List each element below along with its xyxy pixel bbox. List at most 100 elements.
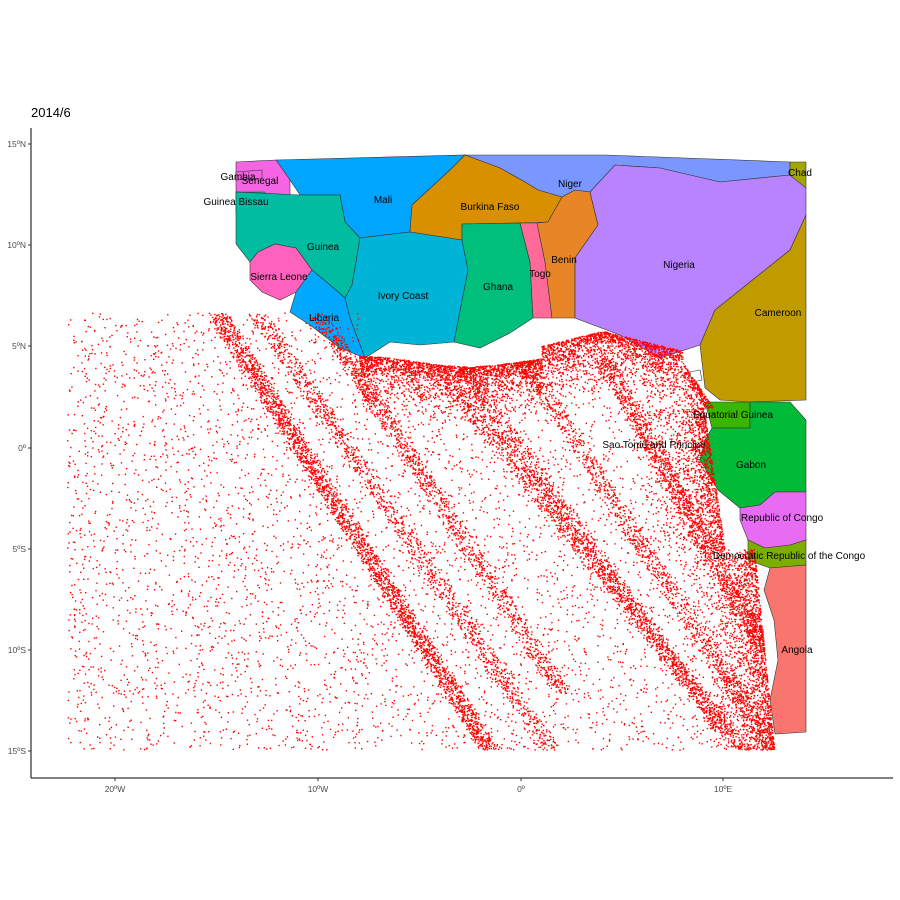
- track-point: [250, 436, 253, 439]
- track-point: [326, 565, 328, 568]
- track-point: [541, 551, 543, 554]
- track-point: [116, 394, 119, 397]
- track-point: [375, 562, 377, 565]
- track-point: [466, 470, 469, 472]
- track-point: [202, 683, 204, 685]
- track-point: [291, 392, 293, 394]
- track-point: [576, 375, 578, 378]
- track-point: [623, 594, 626, 597]
- track-point: [731, 612, 733, 614]
- track-point: [132, 634, 134, 636]
- track-point: [462, 651, 464, 653]
- track-point: [98, 451, 100, 453]
- track-point: [689, 547, 692, 550]
- track-point: [479, 646, 481, 649]
- track-point: [183, 555, 185, 558]
- track-point: [371, 654, 374, 656]
- track-point: [295, 339, 297, 341]
- track-point: [758, 739, 761, 742]
- track-point: [144, 655, 146, 657]
- track-point: [90, 691, 92, 694]
- track-point: [177, 323, 179, 326]
- track-point: [108, 720, 110, 722]
- track-point: [367, 557, 369, 559]
- track-point: [491, 600, 494, 602]
- track-point: [117, 623, 120, 625]
- track-point: [89, 522, 91, 524]
- track-point: [524, 728, 526, 731]
- track-point: [386, 434, 388, 437]
- track-point: [407, 455, 409, 457]
- track-point: [176, 471, 178, 473]
- track-point: [184, 548, 186, 551]
- track-point: [674, 694, 676, 696]
- track-point: [634, 482, 636, 484]
- track-point: [326, 585, 328, 587]
- track-point: [239, 622, 241, 625]
- track-point: [332, 538, 334, 540]
- track-point: [454, 709, 456, 712]
- track-point: [639, 400, 641, 402]
- track-point: [450, 653, 453, 656]
- track-point: [423, 505, 425, 507]
- track-point: [101, 450, 103, 452]
- track-point: [565, 522, 567, 524]
- track-point: [254, 595, 257, 597]
- track-point: [356, 502, 358, 504]
- track-point: [81, 598, 83, 601]
- track-point: [69, 722, 71, 724]
- track-point: [156, 466, 159, 469]
- track-point: [579, 442, 582, 444]
- track-point: [153, 353, 156, 355]
- track-point: [246, 719, 249, 721]
- track-point: [227, 512, 229, 514]
- track-point: [693, 416, 695, 418]
- track-point: [720, 607, 722, 609]
- track-point: [100, 417, 102, 419]
- track-point: [310, 529, 313, 532]
- track-point: [116, 538, 118, 540]
- track-point: [469, 502, 471, 504]
- track-point: [291, 546, 293, 548]
- track-point: [341, 337, 343, 339]
- track-point: [157, 628, 159, 630]
- track-point: [245, 695, 247, 698]
- track-point: [283, 610, 285, 612]
- track-point: [102, 456, 104, 459]
- track-point: [296, 464, 299, 466]
- track-point: [603, 540, 606, 542]
- track-point: [408, 525, 410, 527]
- track-point: [147, 735, 149, 737]
- track-point: [593, 604, 595, 607]
- track-point: [237, 455, 239, 457]
- track-point: [302, 397, 305, 400]
- track-point: [555, 701, 557, 704]
- track-point: [551, 628, 553, 630]
- track-point: [84, 347, 86, 350]
- track-point: [170, 465, 172, 468]
- track-point: [487, 672, 489, 675]
- track-point: [536, 554, 538, 556]
- track-point: [629, 631, 631, 633]
- track-point: [675, 472, 677, 475]
- track-point: [294, 519, 296, 521]
- track-point: [749, 697, 751, 699]
- track-point: [89, 488, 92, 491]
- track-point: [112, 364, 114, 366]
- track-point: [554, 382, 556, 384]
- track-point: [160, 456, 162, 458]
- track-point: [299, 588, 301, 590]
- track-point: [251, 368, 253, 370]
- track-point: [672, 389, 674, 392]
- track-point: [349, 586, 351, 588]
- track-point: [420, 692, 422, 695]
- track-point: [674, 703, 677, 705]
- track-point: [357, 661, 359, 663]
- track-point: [146, 737, 148, 739]
- track-point: [260, 416, 262, 418]
- track-point: [262, 525, 264, 527]
- track-point: [250, 691, 253, 693]
- track-point: [120, 738, 122, 740]
- track-point: [122, 543, 124, 545]
- track-point: [80, 527, 82, 530]
